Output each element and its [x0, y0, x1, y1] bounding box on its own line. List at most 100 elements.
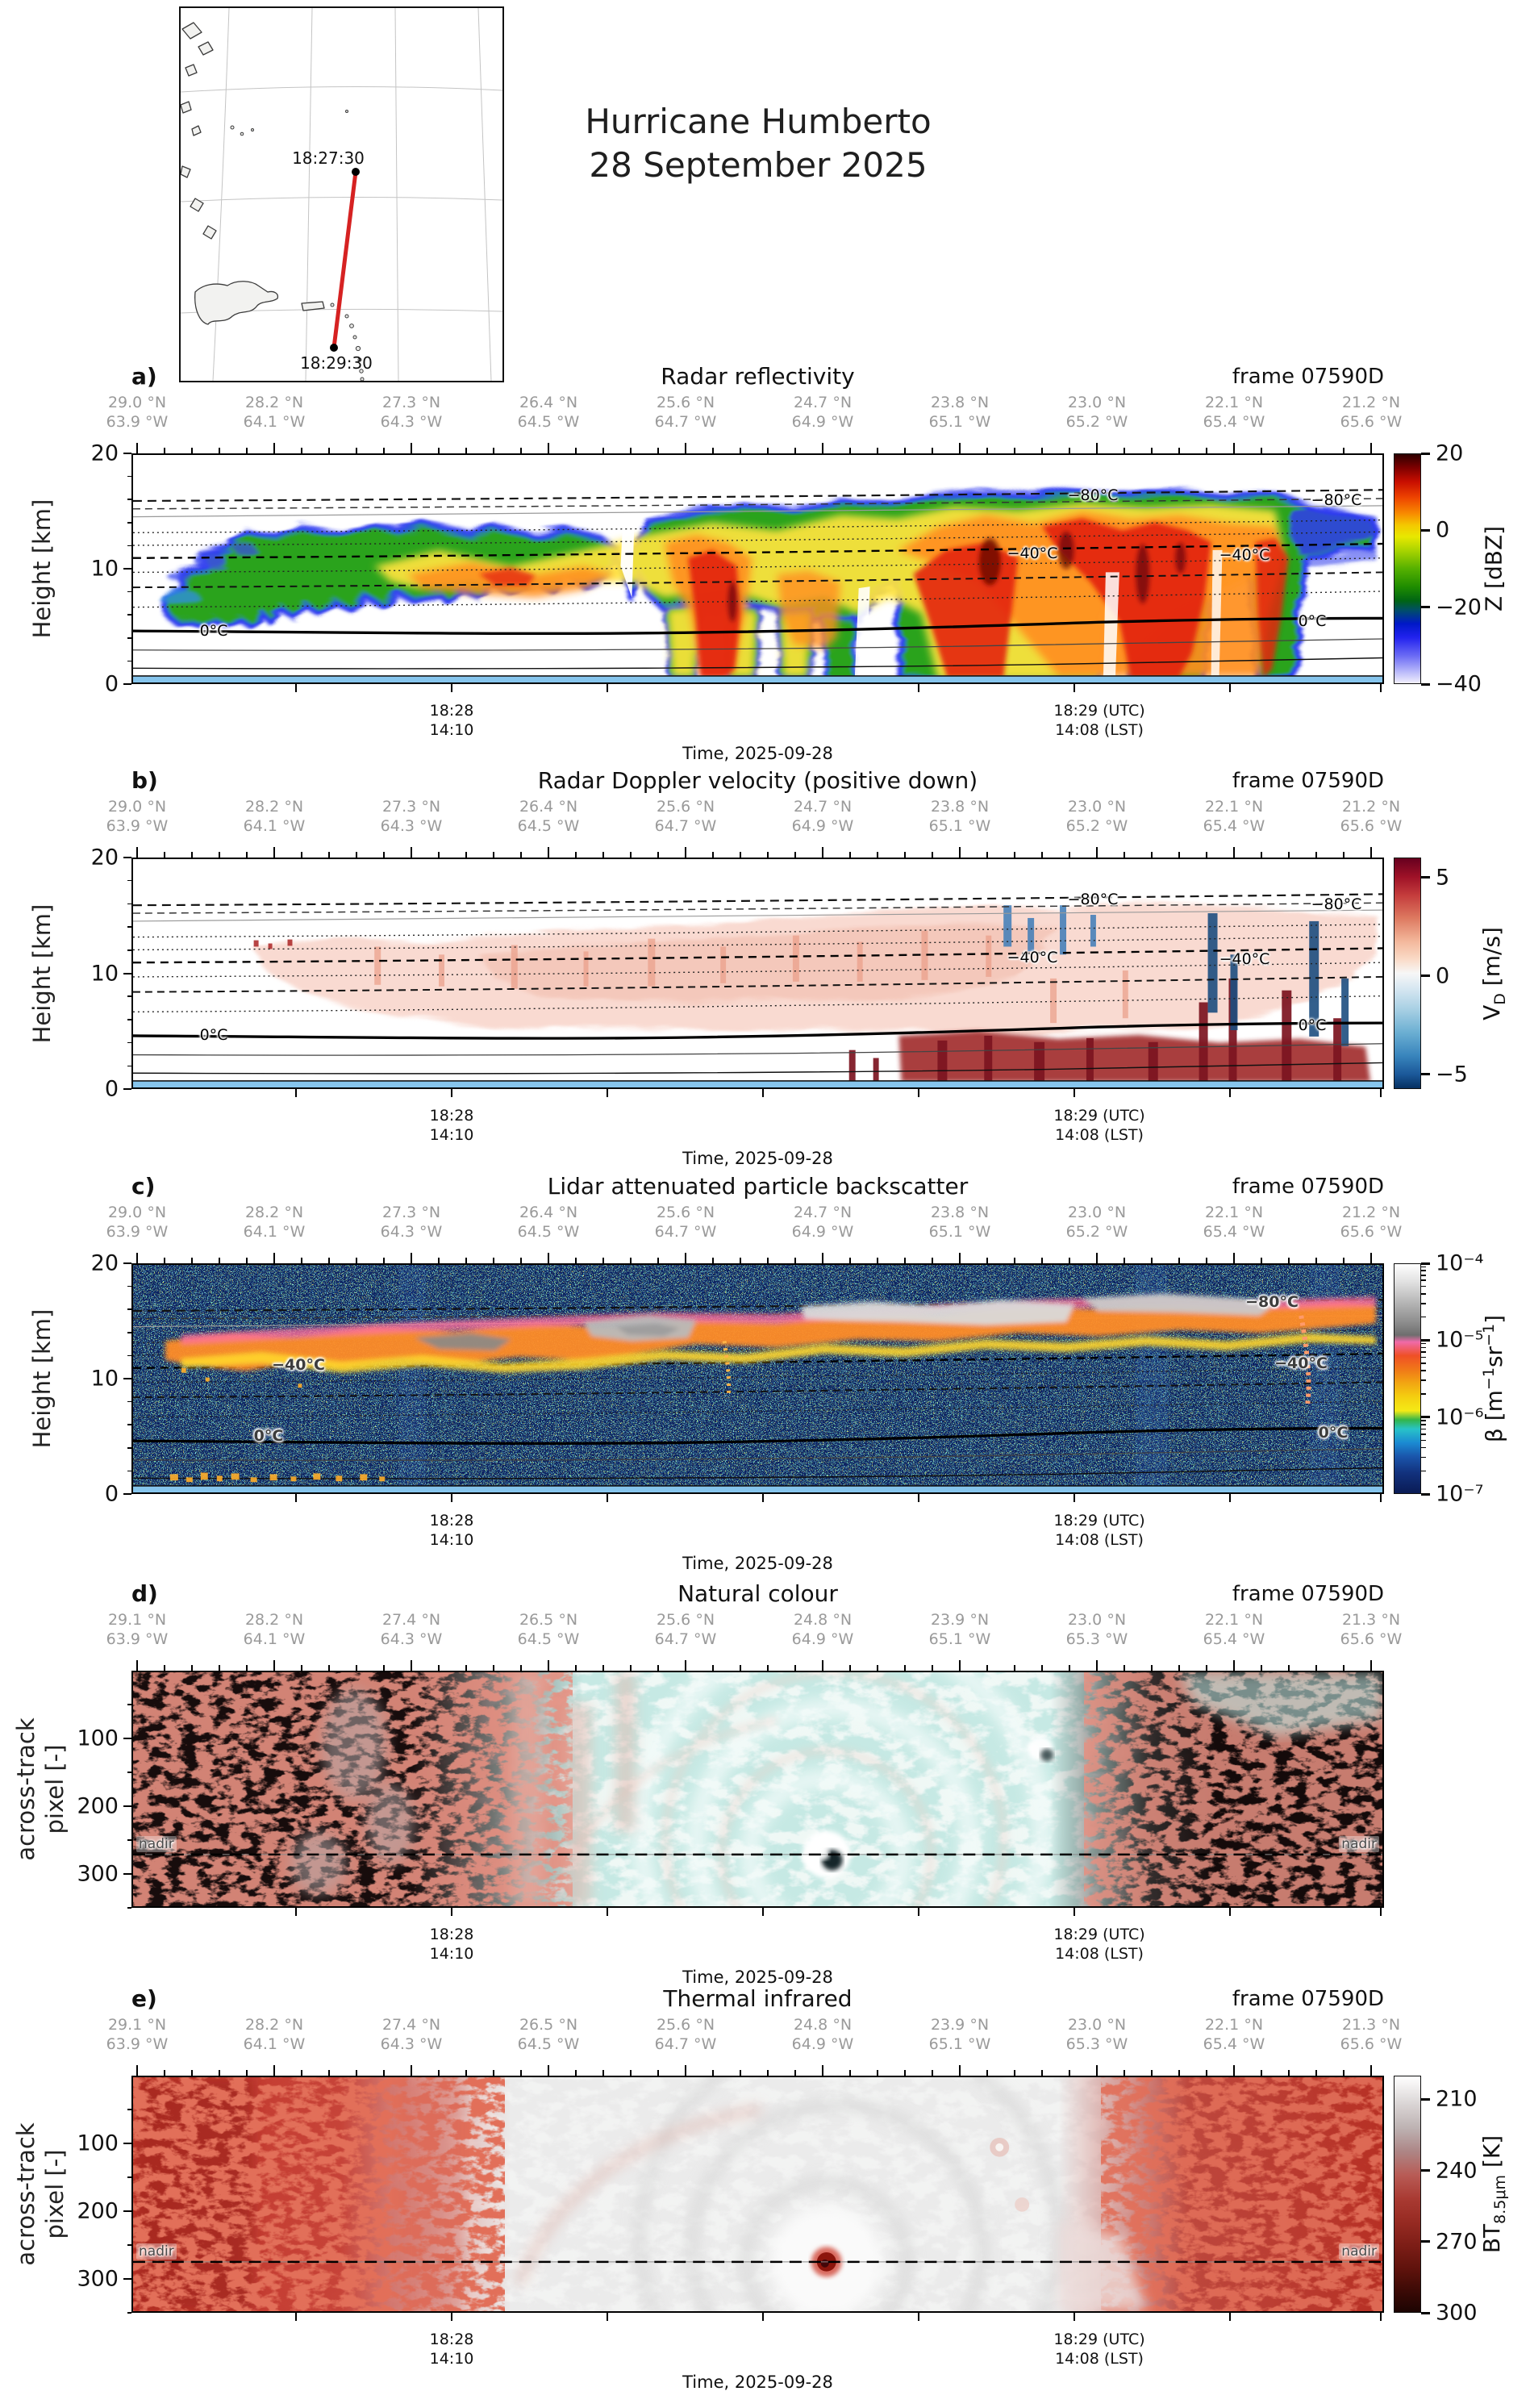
y-major-tick — [123, 2277, 131, 2281]
y-tick-label: 0 — [104, 1481, 119, 1507]
colorbar-minor-tick — [1421, 1363, 1426, 1364]
y-major-tick — [123, 1493, 131, 1496]
colorbar-axis-label: Z [dBZ] — [1481, 526, 1507, 611]
latitude-label: 28.2 °N — [244, 1204, 304, 1221]
x-major-tick — [822, 2065, 824, 2076]
plot-area: nadir nadir — [131, 2076, 1384, 2313]
latitude-label: 22.1 °N — [1204, 1611, 1264, 1629]
y-minor-tick — [127, 995, 131, 997]
x-minor-tick — [191, 1665, 194, 1671]
colorbar-minor-tick — [1421, 1342, 1426, 1345]
y-major-tick — [123, 1378, 131, 1380]
x-minor-tick — [877, 852, 879, 858]
x-major-tick — [1370, 847, 1373, 858]
x-minor-tick — [904, 448, 907, 453]
latitude-label: 25.6 °N — [656, 1204, 715, 1221]
y-axis-label-line2: pixel [-] — [41, 1744, 69, 1834]
x-minor-tick — [246, 1665, 248, 1671]
contour-label: −80°C — [1245, 1293, 1299, 1311]
time-tick-label-lst: 14:10 — [429, 1945, 474, 1963]
x-minor-tick — [219, 2070, 221, 2076]
latitude-label: 26.5 °N — [519, 2016, 578, 2034]
x-minor-tick — [164, 1665, 166, 1671]
colorbar-tick — [1421, 2240, 1430, 2243]
time-tick — [607, 1089, 609, 1097]
x-minor-tick — [657, 2070, 660, 2076]
colorbar-tick-label: 210 — [1436, 2086, 1478, 2112]
colorbar-minor-tick — [1421, 1279, 1426, 1281]
y-minor-tick — [127, 1470, 131, 1472]
time-tick-label-lst: 14:08 (LST) — [1055, 1126, 1144, 1144]
x-minor-tick — [877, 1665, 879, 1671]
colorbar-tick — [1421, 1492, 1430, 1496]
x-minor-tick — [1151, 2070, 1153, 2076]
x-minor-tick — [438, 2070, 440, 2076]
x-major-tick — [1096, 443, 1099, 453]
contour-label: 0°C — [199, 622, 228, 640]
x-minor-tick — [602, 852, 605, 858]
x-minor-tick — [1288, 1665, 1290, 1671]
plot-image — [133, 455, 1382, 682]
contour-label: −80°C — [1067, 486, 1119, 504]
y-axis-label-line2: pixel [-] — [41, 2149, 69, 2239]
y-tick-label: 0 — [104, 1076, 119, 1102]
x-minor-tick — [877, 2070, 879, 2076]
x-minor-tick — [1206, 2070, 1208, 2076]
x-major-tick — [273, 2065, 276, 2076]
x-minor-tick — [1315, 448, 1318, 453]
longitude-label: 65.6 °W — [1340, 413, 1403, 431]
y-minor-tick — [127, 1332, 131, 1333]
x-minor-tick — [438, 448, 440, 453]
x-minor-tick — [1041, 1665, 1044, 1671]
y-major-tick — [123, 568, 131, 570]
x-minor-tick — [575, 448, 577, 453]
longitude-label: 64.3 °W — [380, 817, 443, 835]
x-major-tick — [1370, 1253, 1373, 1263]
x-minor-tick — [986, 2070, 989, 2076]
x-minor-tick — [932, 1258, 934, 1263]
colorbar-axis-label-segment: BT — [1478, 2223, 1506, 2254]
y-minor-tick — [127, 2176, 131, 2178]
contour-label: −40°C — [1274, 1354, 1328, 1372]
latitude-label: 28.2 °N — [244, 2016, 304, 2034]
longitude-label: 65.3 °W — [1065, 2035, 1128, 2053]
colorbar-minor-tick — [1421, 1266, 1426, 1268]
latitude-label: 23.8 °N — [930, 394, 990, 411]
time-tick — [1074, 2313, 1076, 2321]
x-major-tick — [273, 1660, 276, 1671]
x-minor-tick — [849, 1258, 852, 1263]
y-tick-label: 20 — [90, 1250, 119, 1276]
latitude-label: 24.7 °N — [793, 798, 853, 816]
x-minor-tick — [1343, 2070, 1345, 2076]
x-minor-tick — [740, 852, 742, 858]
y-tick-label: 20 — [90, 845, 119, 870]
x-major-tick — [685, 847, 687, 858]
x-minor-tick — [493, 1258, 495, 1263]
colorbar-axis-label-segment: −1 — [1479, 1323, 1498, 1346]
colorbar-minor-tick — [1421, 1370, 1426, 1372]
x-major-tick — [959, 443, 961, 453]
colorbar-axis-label: BT8.5μm [K] — [1478, 2135, 1509, 2253]
latitude-label: 23.9 °N — [930, 2016, 990, 2034]
y-minor-tick — [127, 475, 131, 478]
x-minor-tick — [575, 2070, 577, 2076]
x-minor-tick — [1041, 852, 1044, 858]
time-tick — [918, 684, 920, 692]
x-minor-tick — [493, 1665, 495, 1671]
panel-letter: e) — [131, 1985, 157, 2012]
x-minor-tick — [657, 448, 660, 453]
contour-label: 0°C — [1298, 1016, 1327, 1034]
x-major-tick — [548, 2065, 550, 2076]
time-tick — [918, 1908, 920, 1916]
colorbar-minor-tick — [1421, 1316, 1426, 1318]
x-minor-tick — [438, 1258, 440, 1263]
x-minor-tick — [438, 1665, 440, 1671]
time-tick-label-lst: 14:08 (LST) — [1055, 721, 1144, 739]
time-tick-label-utc: 18:28 — [429, 702, 474, 720]
x-minor-tick — [932, 852, 934, 858]
colorbar-minor-tick — [1421, 1356, 1426, 1358]
x-minor-tick — [712, 1665, 715, 1671]
latitude-label: 21.2 °N — [1341, 394, 1401, 411]
time-tick — [295, 684, 298, 692]
y-minor-tick — [127, 499, 131, 500]
